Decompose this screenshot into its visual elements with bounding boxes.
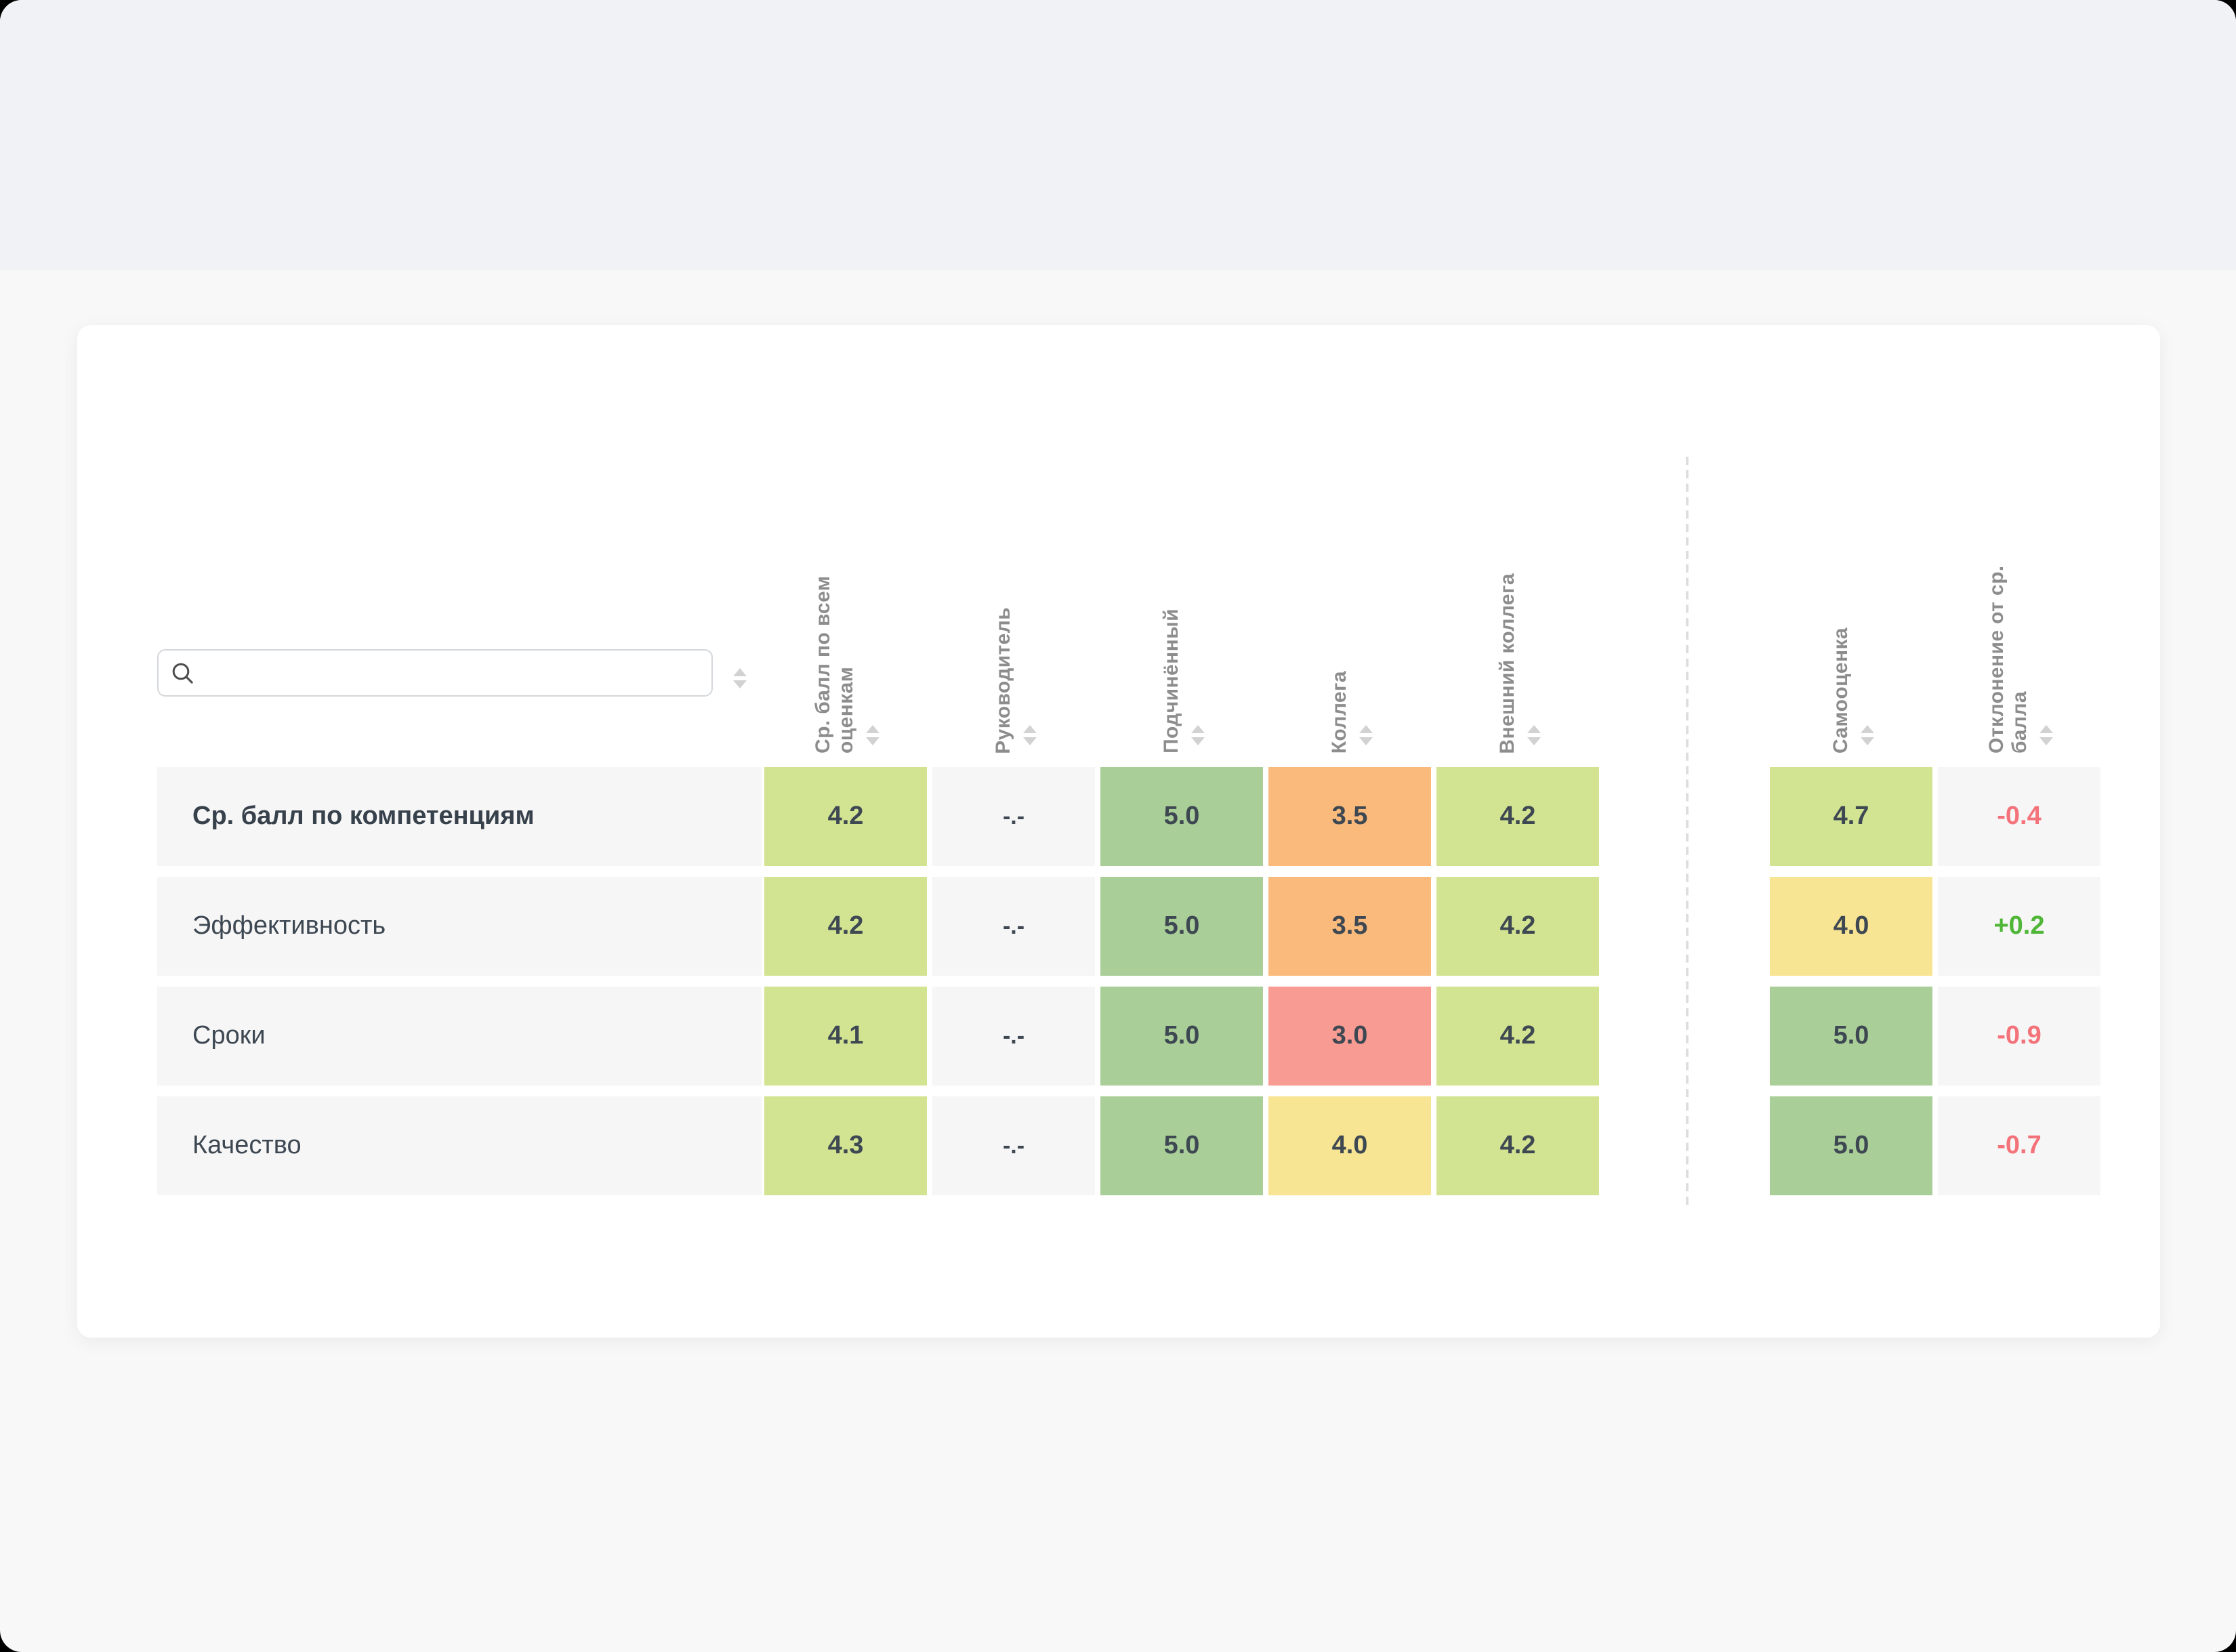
column-header-self-assessment: Самооценка xyxy=(1770,442,1932,753)
score-cell: 4.2 xyxy=(1436,877,1599,976)
sort-icon[interactable] xyxy=(866,725,879,745)
score-cell: 5.0 xyxy=(1100,877,1263,976)
score-cell: 3.5 xyxy=(1268,767,1431,866)
column-header-label: Руководитель xyxy=(991,606,1014,753)
column-header-label: Коллега xyxy=(1327,670,1350,753)
chevron-up-icon xyxy=(1191,725,1204,733)
column-header-label: Подчинённый xyxy=(1159,608,1182,753)
score-cell: 4.2 xyxy=(1436,1096,1599,1195)
sort-icon[interactable] xyxy=(2040,725,2053,745)
column-header-colleague: Коллега xyxy=(1268,442,1431,753)
score-cell: -.- xyxy=(932,767,1095,866)
search-box xyxy=(157,649,713,697)
column-header-deviation: Отклонение от ср. балла xyxy=(1938,442,2100,753)
score-cell: -.- xyxy=(932,987,1095,1086)
column-header-avg-all: Ср. балл по всем оценкам xyxy=(764,442,927,753)
score-cell: 3.0 xyxy=(1268,987,1431,1086)
sort-icon[interactable] xyxy=(733,668,747,688)
score-cell: -.- xyxy=(932,877,1095,976)
score-cell: 4.2 xyxy=(764,877,927,976)
sort-icon[interactable] xyxy=(1860,725,1873,745)
top-bar xyxy=(0,0,2236,270)
table-row: Сроки 4.1 -.- 5.0 3.0 4.2 5.0 -0.9 xyxy=(77,987,2160,1086)
chevron-down-icon xyxy=(1191,737,1204,745)
sort-icon[interactable] xyxy=(1359,725,1372,745)
score-cell: 4.1 xyxy=(764,987,927,1086)
score-cell: 5.0 xyxy=(1770,1096,1932,1195)
chevron-up-icon xyxy=(866,725,879,733)
table-row: Эффективность 4.2 -.- 5.0 3.5 4.2 4.0 +0… xyxy=(77,877,2160,976)
row-label: Ср. балл по компетенциям xyxy=(157,767,762,866)
sort-icon[interactable] xyxy=(1527,725,1540,745)
chevron-down-icon xyxy=(1359,737,1372,745)
score-cell: 5.0 xyxy=(1100,767,1263,866)
chevron-down-icon xyxy=(733,680,747,688)
score-cell: -.- xyxy=(932,1096,1095,1195)
deviation-cell: -0.7 xyxy=(1938,1096,2100,1195)
chevron-down-icon xyxy=(1527,737,1540,745)
table-row: Качество 4.3 -.- 5.0 4.0 4.2 5.0 -0.7 xyxy=(77,1096,2160,1195)
chevron-up-icon xyxy=(1860,725,1873,733)
column-group-divider xyxy=(1686,457,1689,1205)
score-cell: 5.0 xyxy=(1100,1096,1263,1195)
column-header-label: Отклонение от ср. балла xyxy=(1985,565,2031,753)
chevron-up-icon xyxy=(1527,725,1540,733)
chevron-down-icon xyxy=(866,737,879,745)
chevron-up-icon xyxy=(1022,725,1036,733)
sort-icon[interactable] xyxy=(1191,725,1204,745)
score-cell: 4.7 xyxy=(1770,767,1932,866)
score-cell: 4.0 xyxy=(1268,1096,1431,1195)
results-card: Ср. балл по всем оценкам Руководитель По… xyxy=(77,325,2160,1338)
score-cell: 4.3 xyxy=(764,1096,927,1195)
column-header-label: Внешний коллега xyxy=(1495,573,1518,753)
chevron-up-icon xyxy=(733,668,747,676)
deviation-cell: -0.9 xyxy=(1938,987,2100,1086)
score-cell: 4.2 xyxy=(764,767,927,866)
row-label: Качество xyxy=(157,1096,762,1195)
column-header-label: Самооценка xyxy=(1829,627,1852,753)
score-cell: 5.0 xyxy=(1100,987,1263,1086)
score-cell: 4.2 xyxy=(1436,767,1599,866)
row-label: Сроки xyxy=(157,987,762,1086)
column-header-label: Ср. балл по всем оценкам xyxy=(812,575,858,753)
column-header-subordinate: Подчинённый xyxy=(1100,442,1263,753)
column-header-external-colleague: Внешний коллега xyxy=(1436,442,1599,753)
chevron-up-icon xyxy=(1359,725,1372,733)
row-label: Эффективность xyxy=(157,877,762,976)
column-header-manager: Руководитель xyxy=(932,442,1095,753)
deviation-cell: +0.2 xyxy=(1938,877,2100,976)
search-icon xyxy=(172,662,193,683)
chevron-down-icon xyxy=(1860,737,1873,745)
table-row: Ср. балл по компетенциям 4.2 -.- 5.0 3.5… xyxy=(77,767,2160,866)
score-cell: 5.0 xyxy=(1770,987,1932,1086)
score-cell: 4.0 xyxy=(1770,877,1932,976)
search-input[interactable] xyxy=(206,649,699,697)
score-cell: 4.2 xyxy=(1436,987,1599,1086)
chevron-down-icon xyxy=(1022,737,1036,745)
chevron-down-icon xyxy=(2040,737,2053,745)
sort-icon[interactable] xyxy=(1022,725,1036,745)
chevron-up-icon xyxy=(2040,725,2053,733)
deviation-cell: -0.4 xyxy=(1938,767,2100,866)
score-cell: 3.5 xyxy=(1268,877,1431,976)
